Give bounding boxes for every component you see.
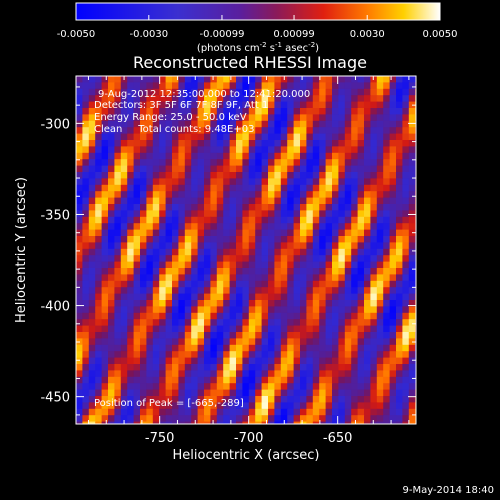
observation-info: 9-Aug-2012 12:35:00.000 to 12:41:20.000 … <box>94 89 310 135</box>
x-tick-label: -700 <box>234 431 264 446</box>
plot-frame <box>75 75 417 425</box>
render-timestamp: 9-May-2014 18:40 <box>402 485 494 496</box>
colorbar-tick-label: -0.0030 <box>129 29 168 40</box>
annotation-detectors: Detectors: 3F 5F 6F 7F 8F 9F, Att 1 <box>94 100 268 111</box>
x-tick-label: -650 <box>323 431 353 446</box>
colorbar-units: (photons cm-2 s-1 asec-2) <box>197 41 319 54</box>
annotation-energy-range: Energy Range: 25.0 - 50.0 keV <box>94 112 247 123</box>
colorbar-ticks: -0.0050 -0.0030 -0.00099 0.00099 0.0030 0.005… <box>57 15 458 40</box>
colorbar-gradient <box>75 2 441 21</box>
annotation-counts: Clean Total counts: 9.48E+03 <box>94 124 254 135</box>
annotation-time-range: 9-Aug-2012 12:35:00.000 to 12:41:20.000 <box>98 89 310 100</box>
x-axis-ticks: -750 -700 -650 <box>87 76 410 446</box>
colorbar-tick-label: 0.00099 <box>273 29 314 40</box>
y-tick-label: -350 <box>40 208 70 223</box>
peak-position-label: Position of Peak = [-665,-289] <box>94 398 244 409</box>
y-tick-label: -300 <box>40 117 70 132</box>
y-axis-label: Heliocentric Y (arcsec) <box>14 177 29 323</box>
colorbar-tick-label: 0.0030 <box>350 29 385 40</box>
colorbar-tick-label: -0.0050 <box>57 29 96 40</box>
x-axis-label: Heliocentric X (arcsec) <box>173 448 320 463</box>
y-tick-label: -400 <box>40 300 70 315</box>
y-axis-ticks: -450 -400 -350 -300 <box>40 86 416 416</box>
x-tick-label: -750 <box>145 431 175 446</box>
chart-title: Reconstructed RHESSI Image <box>133 53 367 72</box>
y-tick-label: -450 <box>40 391 70 406</box>
colorbar-tick-label: -0.00099 <box>199 29 244 40</box>
heatmap-image <box>76 76 416 424</box>
colorbar-tick-label: 0.0050 <box>423 29 458 40</box>
colorbar: -0.0050 -0.0030 -0.00099 0.00099 0.0030 0.005… <box>57 2 458 54</box>
